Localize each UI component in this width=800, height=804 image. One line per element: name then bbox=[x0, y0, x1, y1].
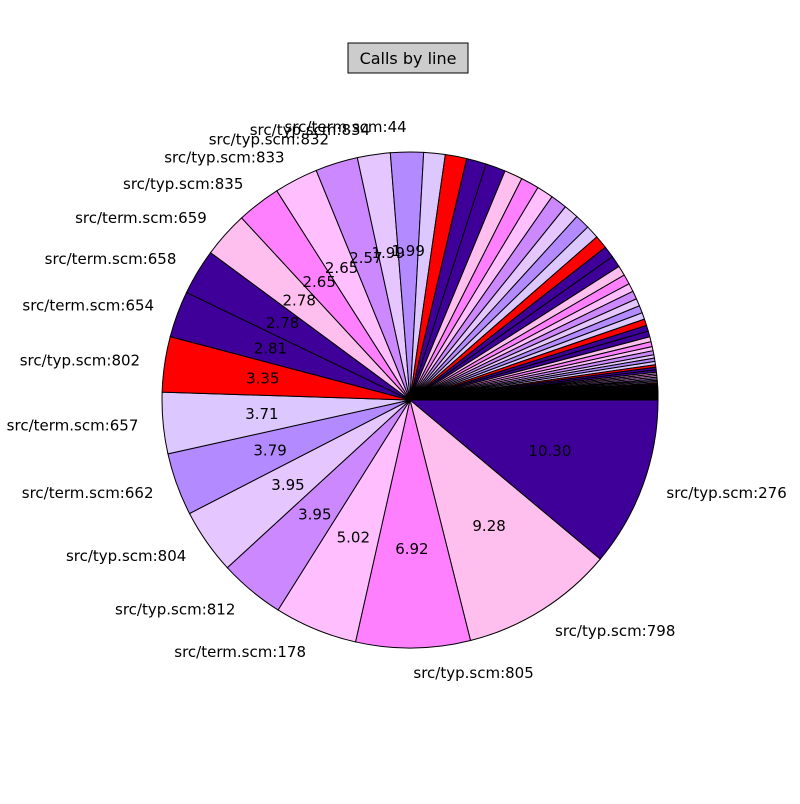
slice-category-label: src/term.scm:659 bbox=[75, 209, 207, 227]
slice-percent-label: 2.81 bbox=[254, 340, 287, 358]
slice-category-label: src/typ.scm:833 bbox=[164, 149, 284, 167]
slice-percent-label: 9.28 bbox=[472, 517, 505, 535]
slice-percent-label: 3.95 bbox=[271, 476, 304, 494]
slice-category-label: src/term.scm:657 bbox=[7, 417, 139, 435]
slice-percent-label: 3.35 bbox=[246, 370, 279, 388]
slice-category-label: src/term.scm:654 bbox=[22, 297, 154, 315]
slice-category-label: src/term.scm:658 bbox=[45, 250, 177, 268]
slice-category-label: src/typ.scm:835 bbox=[123, 175, 243, 193]
slice-percent-label: 5.02 bbox=[337, 529, 370, 547]
slice-category-label: src/typ.scm:805 bbox=[413, 664, 533, 682]
slice-category-label: src/typ.scm:804 bbox=[66, 547, 186, 565]
pie-slices bbox=[162, 152, 658, 648]
chart-title-group: Calls by line bbox=[348, 43, 468, 73]
slice-percent-label: 3.95 bbox=[298, 505, 331, 523]
slice-percent-label: 1.99 bbox=[391, 242, 424, 260]
slice-category-label: src/term.scm:662 bbox=[22, 484, 154, 502]
slice-percent-label: 3.79 bbox=[253, 442, 286, 460]
slice-percent-label: 10.30 bbox=[528, 442, 571, 460]
slice-percent-label: 2.78 bbox=[282, 292, 315, 310]
slice-category-label: src/typ.scm:812 bbox=[115, 601, 235, 619]
slice-category-label: src/typ.scm:276 bbox=[666, 484, 786, 502]
slice-percent-label: 6.92 bbox=[395, 540, 428, 558]
slice-category-label: src/typ.scm:802 bbox=[20, 352, 140, 370]
slice-category-label: src/typ.scm:798 bbox=[555, 622, 675, 640]
slice-percent-label: 2.78 bbox=[266, 314, 299, 332]
slice-category-label: src/term.scm:178 bbox=[174, 643, 306, 661]
slice-percent-label: 3.71 bbox=[245, 405, 278, 423]
slice-category-label: src/term.scm:44 bbox=[285, 118, 407, 136]
chart-title: Calls by line bbox=[360, 49, 457, 68]
